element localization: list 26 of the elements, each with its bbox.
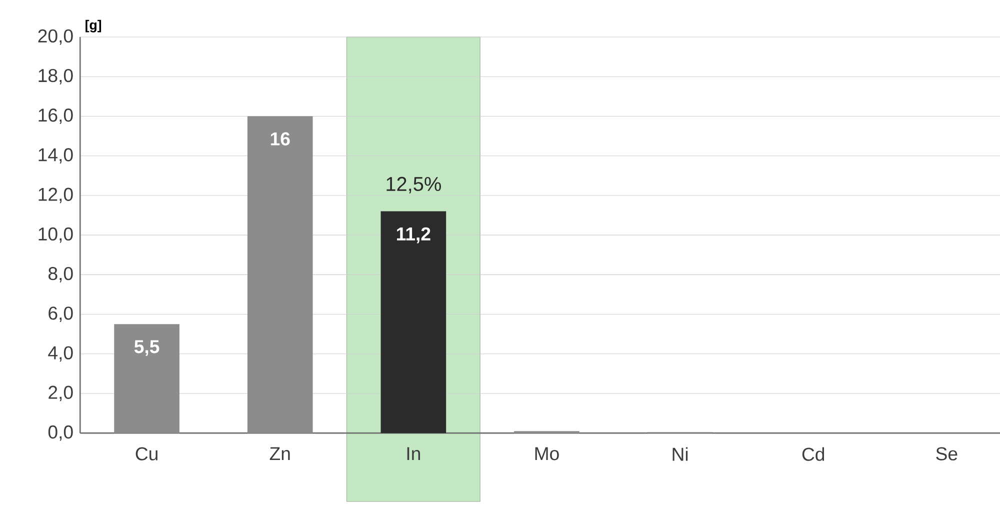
y-tick-label: 18,0 [38, 68, 73, 84]
x-tick-label: Ni [672, 447, 688, 461]
annotation: 12,5% [386, 176, 441, 194]
y-axis-title: [g] [86, 20, 102, 32]
x-tick-label: In [407, 447, 420, 460]
y-tick-label: 14,0 [38, 148, 73, 164]
y-tick-label: 4,0 [48, 346, 73, 362]
y-tick-label: 6,0 [48, 306, 73, 322]
x-tick-label: Mo [535, 447, 559, 460]
bar [247, 116, 313, 434]
y-tick-label: 2,0 [48, 386, 73, 402]
data-label: 16 [270, 132, 290, 146]
data-label: 11,2 [397, 227, 430, 244]
x-tick-label: Cd [802, 447, 824, 461]
bar [114, 324, 180, 434]
data-label: 5,5 [134, 340, 160, 356]
bar [380, 211, 446, 434]
y-tick-label: 10,0 [38, 227, 73, 243]
x-tick-label: Zn [270, 447, 290, 460]
y-tick-label: 12,0 [38, 188, 73, 204]
y-tick-label: 16,0 [38, 108, 73, 124]
y-tick-label: 0,0 [48, 425, 73, 441]
y-tick-label: 8,0 [48, 266, 73, 282]
x-tick-label: Cu [136, 447, 158, 460]
y-tick-label: 20,0 [38, 29, 73, 45]
x-tick-label: Se [936, 447, 958, 460]
